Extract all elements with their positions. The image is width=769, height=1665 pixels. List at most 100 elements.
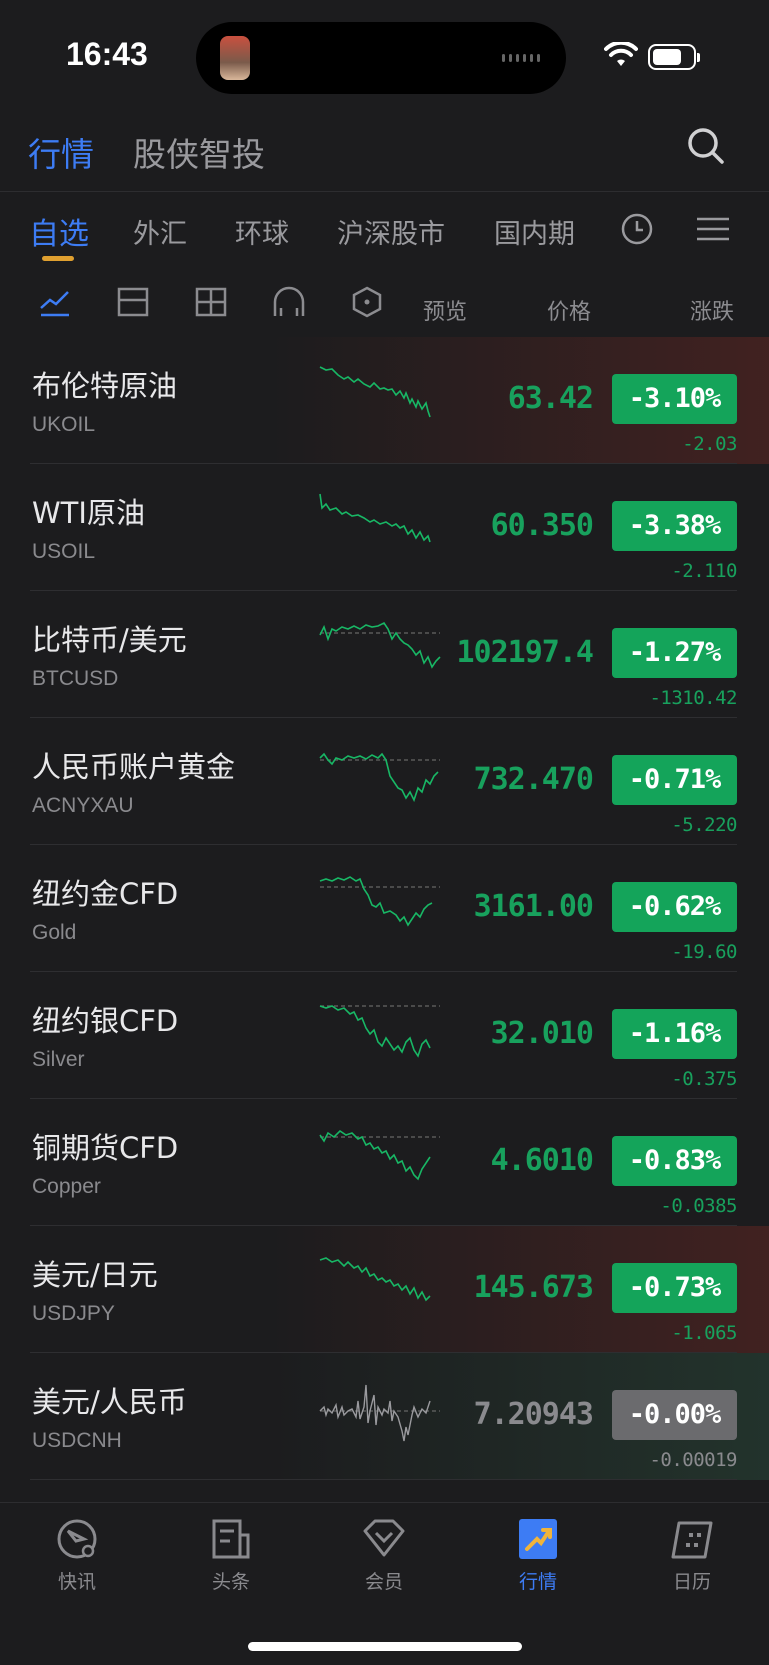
wifi-icon (604, 42, 638, 66)
percent-change-badge[interactable]: -0.73% (612, 1263, 737, 1313)
price: 102197.4 (456, 635, 594, 670)
arch-view-icon[interactable] (272, 286, 306, 318)
battery-icon (648, 44, 700, 70)
divider (30, 717, 737, 718)
sparkline (319, 493, 431, 543)
split-view-icon[interactable] (116, 286, 150, 318)
compass-icon (57, 1519, 97, 1559)
status-bar: 16:43 (0, 0, 769, 110)
tabbar-label: 会员 (364, 1571, 403, 1593)
tabbar-headlines[interactable]: 头条 (181, 1517, 281, 1594)
instrument-name: 比特币/美元 (32, 623, 187, 657)
tabbar-label: 快讯 (57, 1571, 96, 1593)
instrument-code: Silver (32, 1048, 85, 1071)
quote-row[interactable]: 纽约银CFD Silver 32.010 -1.16% -0.375 (0, 972, 769, 1099)
tab-market[interactable]: 行情 (28, 135, 94, 174)
tabbar-label: 日历 (672, 1571, 711, 1593)
percent-change-badge[interactable]: -0.62% (612, 882, 737, 932)
instrument-code: Copper (32, 1175, 101, 1198)
grid-view-icon[interactable] (194, 286, 228, 318)
market-chart-icon (519, 1519, 557, 1559)
tab-smart-invest[interactable]: 股侠智投 (133, 135, 265, 174)
instrument-name: 美元/人民币 (32, 1385, 187, 1419)
divider (30, 844, 737, 845)
price: 32.010 (490, 1016, 594, 1051)
instrument-name: WTI原油 (32, 496, 145, 530)
absolute-change: -2.110 (671, 560, 737, 582)
instrument-name: 铜期货CFD (32, 1131, 179, 1165)
instrument-name: 布伦特原油 (32, 369, 178, 403)
hexagon-view-icon[interactable] (350, 286, 384, 318)
divider (30, 1098, 737, 1099)
sparkline (319, 1257, 431, 1302)
tabbar-calendar[interactable]: 日历 (642, 1517, 742, 1594)
search-icon[interactable] (686, 126, 726, 166)
category-forex[interactable]: 外汇 (133, 219, 187, 250)
quote-row[interactable]: 布伦特原油 UKOIL 63.42 -3.10% -2.03 (0, 337, 769, 464)
price: 7.20943 (473, 1397, 594, 1432)
quote-row[interactable]: 比特币/美元 BTCUSD 102197.4 -1.27% -1310.42 (0, 591, 769, 718)
price: 63.42 (507, 381, 594, 416)
category-domestic-futures[interactable]: 国内期 (494, 219, 575, 250)
tabbar-label: 头条 (211, 1571, 250, 1593)
column-price[interactable]: 价格 (547, 300, 592, 325)
sparkline (319, 621, 441, 669)
quote-row[interactable]: WTI原油 USOIL 60.350 -3.38% -2.110 (0, 464, 769, 591)
instrument-code: Gold (32, 921, 77, 944)
instrument-name: 美元/日元 (32, 1258, 158, 1292)
dynamic-island[interactable] (196, 22, 566, 94)
price: 145.673 (473, 1270, 594, 1305)
percent-change-badge[interactable]: -0.83% (612, 1136, 737, 1186)
percent-change-badge[interactable]: -3.38% (612, 501, 737, 551)
divider (30, 971, 737, 972)
divider (30, 590, 737, 591)
price: 4.6010 (490, 1143, 594, 1178)
sparkline (319, 876, 440, 927)
divider (30, 1352, 737, 1353)
quote-row[interactable]: 人民币账户黄金 ACNYXAU 732.470 -0.71% -5.220 (0, 718, 769, 845)
menu-icon[interactable] (696, 216, 730, 242)
absolute-change: -19.60 (671, 941, 737, 963)
category-a-shares[interactable]: 沪深股市 (337, 219, 445, 250)
price: 60.350 (490, 508, 594, 543)
clock-icon[interactable] (620, 212, 654, 246)
top-header: 行情 股侠智投 (0, 110, 769, 192)
instrument-code: UKOIL (32, 413, 96, 436)
tabbar-market[interactable]: 行情 (488, 1517, 588, 1594)
quote-row[interactable]: 美元/日元 USDJPY 145.673 -0.73% -1.065 (0, 1226, 769, 1353)
price: 732.470 (473, 762, 594, 797)
line-view-icon[interactable] (38, 286, 72, 318)
quote-row[interactable]: 铜期货CFD Copper 4.6010 -0.83% -0.0385 (0, 1099, 769, 1226)
column-preview[interactable]: 预览 (423, 300, 468, 325)
percent-change-badge[interactable]: -0.71% (612, 755, 737, 805)
percent-change-badge[interactable]: -0.00% (612, 1390, 737, 1440)
instrument-code: USDCNH (32, 1429, 122, 1452)
percent-change-badge[interactable]: -3.10% (612, 374, 737, 424)
category-global[interactable]: 环球 (235, 219, 289, 250)
instrument-code: USDJPY (32, 1302, 115, 1325)
category-watchlist[interactable]: 自选 (29, 217, 89, 252)
quote-row[interactable]: 纽约金CFD Gold 3161.00 -0.62% -19.60 (0, 845, 769, 972)
absolute-change: -0.0385 (660, 1195, 737, 1217)
absolute-change: -1.065 (671, 1322, 737, 1344)
tabbar-newsflash[interactable]: 快讯 (27, 1517, 127, 1594)
percent-change-badge[interactable]: -1.16% (612, 1009, 737, 1059)
column-change[interactable]: 涨跌 (690, 300, 735, 325)
absolute-change: -1310.42 (649, 687, 737, 709)
instrument-name: 人民币账户黄金 (32, 750, 236, 784)
sparkline (319, 752, 440, 803)
status-time: 16:43 (66, 36, 148, 72)
sparkline (319, 366, 431, 418)
quote-row[interactable]: 美元/人民币 USDCNH 7.20943 -0.00% -0.00019 (0, 1353, 769, 1480)
absolute-change: -0.375 (671, 1068, 737, 1090)
tabbar-membership[interactable]: 会员 (334, 1517, 434, 1594)
sparkline (319, 1005, 440, 1058)
percent-change-badge[interactable]: -1.27% (612, 628, 737, 678)
diamond-icon (363, 1519, 405, 1557)
home-indicator[interactable] (248, 1642, 522, 1651)
divider (30, 1479, 737, 1480)
absolute-change: -2.03 (682, 433, 737, 455)
calendar-icon (671, 1521, 713, 1559)
instrument-name: 纽约金CFD (32, 877, 179, 911)
absolute-change: -0.00019 (649, 1449, 737, 1471)
